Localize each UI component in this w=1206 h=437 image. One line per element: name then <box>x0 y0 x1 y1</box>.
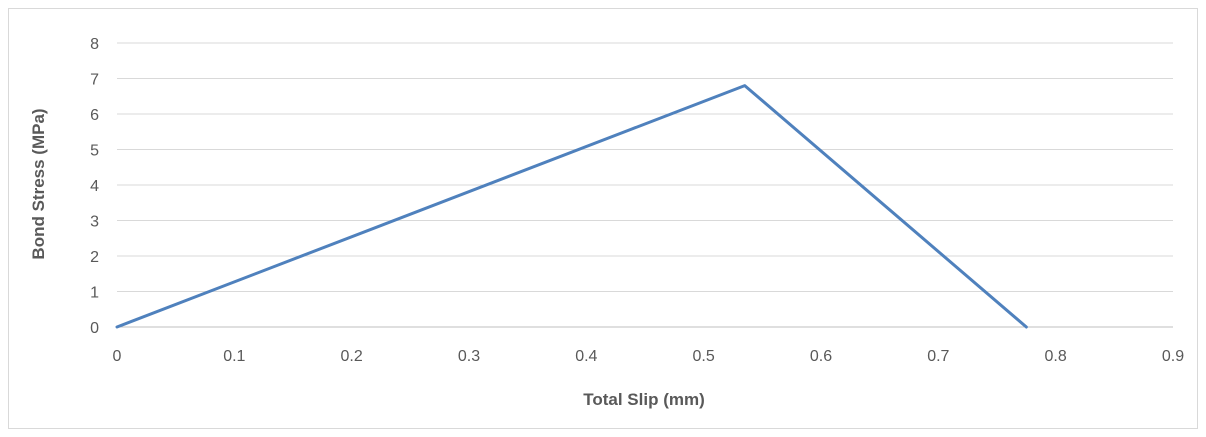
x-tick-label: 0 <box>113 348 122 365</box>
x-tick-labels: 0 0.1 0.2 0.3 0.4 0.5 0.6 0.7 0.8 0.9 <box>113 348 1185 365</box>
y-axis-title: Bond Stress (MPa) <box>29 108 48 259</box>
x-tick-label: 0.3 <box>458 348 480 365</box>
series-line <box>115 84 1028 329</box>
y-tick-label: 4 <box>90 178 99 195</box>
grid-lines <box>117 42 1173 292</box>
y-tick-label: 6 <box>90 107 99 124</box>
x-tick-label: 0.5 <box>693 348 715 365</box>
y-tick-label: 2 <box>90 249 99 266</box>
x-axis-title: Total Slip (mm) <box>583 390 705 409</box>
x-tick-label: 0.8 <box>1045 348 1067 365</box>
y-tick-label: 5 <box>90 143 99 160</box>
y-tick-labels: 0 1 2 3 4 5 6 7 8 <box>90 36 99 337</box>
x-tick-label: 0.1 <box>223 348 245 365</box>
series-lines <box>115 84 1028 329</box>
y-tick-label: 0 <box>90 320 99 337</box>
x-tick-label: 0.4 <box>575 348 597 365</box>
x-tick-label: 0.6 <box>810 348 832 365</box>
x-tick-label: 0.9 <box>1162 348 1184 365</box>
y-tick-label: 8 <box>90 36 99 53</box>
x-tick-label: 0.7 <box>927 348 949 365</box>
y-tick-label: 1 <box>90 285 99 302</box>
x-tick-label: 0.2 <box>341 348 363 365</box>
y-tick-label: 7 <box>90 72 99 89</box>
y-tick-label: 3 <box>90 214 99 231</box>
